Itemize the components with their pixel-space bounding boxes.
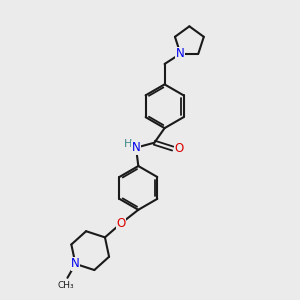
- Text: N: N: [71, 257, 80, 270]
- Text: O: O: [116, 217, 125, 230]
- Text: CH₃: CH₃: [58, 281, 74, 290]
- Text: N: N: [132, 141, 140, 154]
- Text: O: O: [175, 142, 184, 155]
- Text: H: H: [124, 139, 132, 149]
- Text: N: N: [176, 47, 185, 60]
